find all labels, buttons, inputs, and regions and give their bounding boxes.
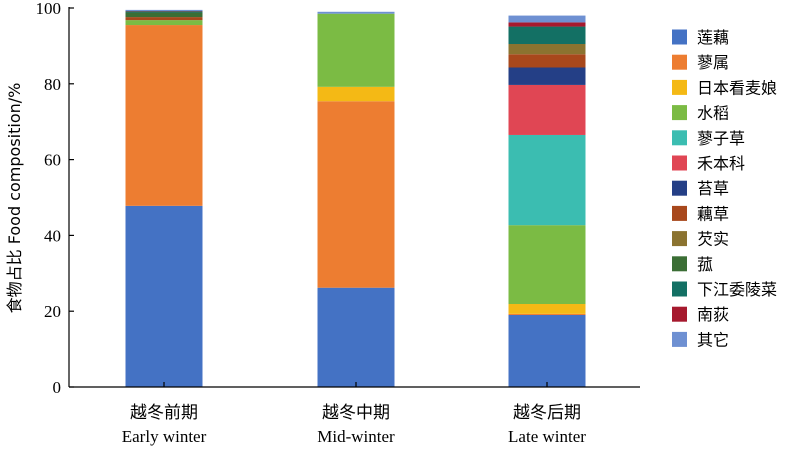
legend-label: 下江委陵菜: [697, 280, 777, 299]
legend-label: 菰: [697, 255, 713, 274]
x-tick-label-en: Mid-winter: [317, 427, 395, 446]
bar-segment: [126, 13, 203, 18]
bar-segment: [509, 225, 586, 304]
x-tick-label-en: Late winter: [508, 427, 586, 446]
legend-swatch: [672, 282, 687, 297]
bar-segment: [126, 20, 203, 25]
legend-label: 莲藕: [697, 28, 729, 47]
x-tick-label-cn: 越冬中期: [322, 403, 390, 423]
legend-label: 藕草: [697, 204, 729, 223]
bar-segment: [126, 17, 203, 20]
bar-segment: [126, 11, 203, 12]
bar-segment: [509, 304, 586, 314]
x-tick-label-cn: 越冬后期: [513, 403, 581, 423]
legend-label: 蓼子草: [697, 129, 745, 148]
legend-swatch: [672, 156, 687, 171]
legend-label: 苔草: [697, 179, 729, 198]
bar-segment: [509, 314, 586, 315]
bar-segment: [126, 10, 203, 11]
legend-swatch: [672, 181, 687, 196]
x-tick-label-cn: 越冬前期: [130, 403, 198, 423]
legend-swatch: [672, 256, 687, 271]
bar-segment: [509, 85, 586, 135]
bar-segment: [509, 54, 586, 67]
bar-segment: [318, 87, 395, 101]
legend-swatch: [672, 307, 687, 322]
y-axis-label-group: 食物占比 Food composition/%: [5, 83, 24, 314]
plot-area: [126, 10, 586, 387]
legend-label: 水稻: [697, 104, 729, 123]
legend-label: 芡实: [697, 230, 729, 249]
bar-segment: [126, 25, 203, 206]
bar-segment: [318, 12, 395, 14]
bar-segment: [509, 315, 586, 387]
legend-swatch: [672, 80, 687, 95]
legend-swatch: [672, 231, 687, 246]
bar-segment: [126, 206, 203, 387]
legend-label: 南荻: [697, 305, 729, 324]
bar-segment: [318, 288, 395, 387]
y-axis-label: 食物占比 Food composition/%: [5, 83, 24, 314]
bar-segment: [509, 44, 586, 54]
y-tick-label: 100: [36, 0, 62, 18]
bar-segment: [318, 14, 395, 87]
legend-label: 禾本科: [697, 154, 745, 173]
y-tick-label: 60: [44, 151, 61, 170]
legend-swatch: [672, 55, 687, 70]
legend-swatch: [672, 30, 687, 45]
y-tick-label: 20: [44, 302, 61, 321]
bar-segment: [509, 27, 586, 44]
bar-segment: [509, 16, 586, 23]
bar-segment: [509, 135, 586, 225]
bar-segment: [318, 101, 395, 287]
legend-swatch: [672, 332, 687, 347]
y-tick-label: 80: [44, 75, 61, 94]
legend-swatch: [672, 206, 687, 221]
y-tick-label: 0: [53, 378, 62, 397]
bar-segment: [509, 68, 586, 85]
legend-swatch: [672, 130, 687, 145]
legend-label: 其它: [697, 330, 729, 349]
bar-segment: [509, 22, 586, 26]
legend-label: 蓼属: [697, 53, 729, 72]
legend-swatch: [672, 105, 687, 120]
x-tick-label-en: Early winter: [122, 427, 207, 446]
y-tick-label: 40: [44, 226, 61, 245]
legend-label: 日本看麦娘: [697, 78, 777, 97]
